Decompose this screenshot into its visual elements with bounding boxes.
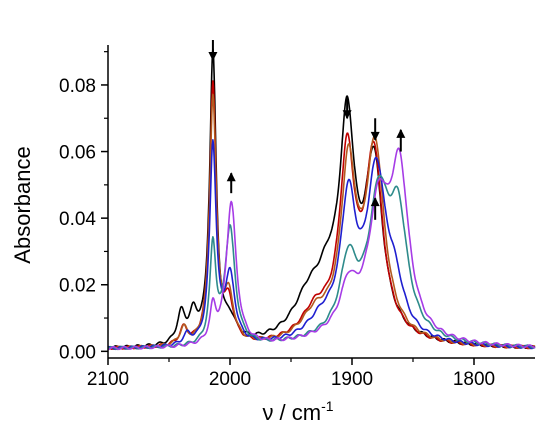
down-arrow-icon	[370, 118, 380, 141]
spectrum-line-4	[107, 139, 536, 351]
y-tick-label: 0.02	[59, 276, 96, 297]
spectrum-line-2	[107, 80, 536, 350]
x-tick-label: 1800	[453, 369, 495, 390]
up-arrow-icon	[396, 128, 406, 152]
spectrum-line-6	[107, 147, 536, 351]
y-tick-label: 0.08	[59, 76, 96, 97]
y-axis-title: Absorbance	[10, 146, 35, 263]
spectrum-line-5	[107, 174, 536, 351]
plot-lines	[107, 47, 536, 351]
y-tick-label: 0.06	[59, 143, 96, 164]
y-tick-label: 0.04	[59, 209, 96, 230]
annotation-arrows	[208, 40, 406, 220]
down-arrow-icon	[208, 40, 218, 61]
x-tick-label: 2000	[209, 369, 251, 390]
y-tick-label: 0.00	[59, 342, 96, 363]
y-ticks: 0.00 0.02 0.04 0.06 0.08	[59, 51, 108, 363]
x-tick-label: 2100	[87, 369, 129, 390]
x-tick-label: 1900	[331, 369, 373, 390]
x-axis-title-superscript: -1	[321, 398, 334, 414]
spectrum-line-3	[107, 93, 536, 350]
down-arrow-icon	[342, 96, 352, 120]
up-arrow-icon	[226, 172, 236, 194]
x-axis-title: ν / cm-1	[262, 398, 333, 425]
axes	[107, 45, 535, 359]
x-axis-title-main: ν / cm	[262, 400, 321, 425]
x-ticks: 2100 2000 1900 1800	[87, 358, 495, 390]
up-arrow-icon	[370, 197, 380, 220]
